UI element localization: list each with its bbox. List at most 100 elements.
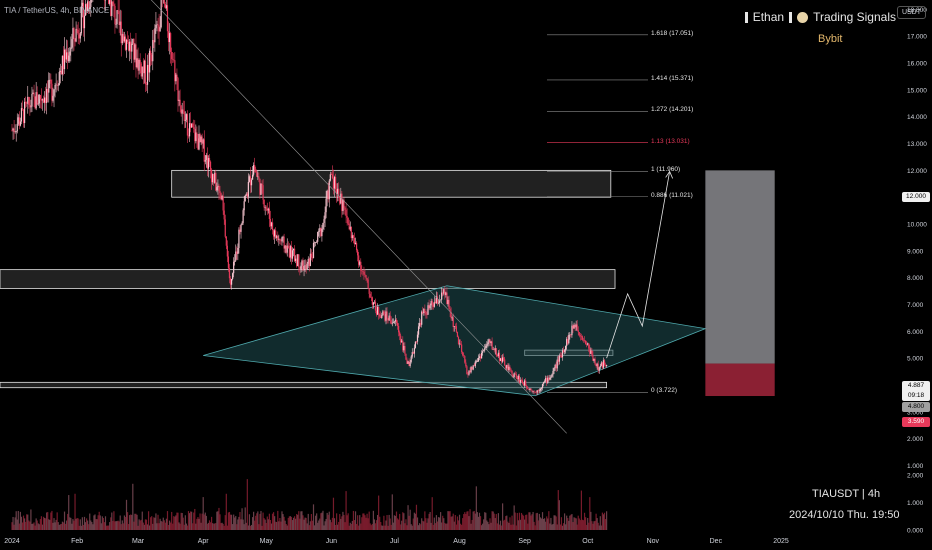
symbol-title[interactable]: TIA / TetherUS, 4h, BINANCE bbox=[4, 6, 110, 15]
candle-body bbox=[269, 218, 272, 227]
candle-body bbox=[51, 83, 53, 101]
candle-body bbox=[80, 6, 82, 34]
candle-body bbox=[400, 335, 402, 343]
volume-bar bbox=[217, 511, 219, 530]
candle-body bbox=[15, 131, 17, 132]
candle-body bbox=[258, 176, 260, 179]
candle-body bbox=[185, 114, 187, 120]
candle-body bbox=[57, 85, 59, 86]
candle-body bbox=[433, 301, 435, 307]
volume-bar bbox=[376, 514, 379, 530]
volume-bar bbox=[281, 511, 283, 530]
candle-body bbox=[249, 176, 252, 186]
candle-body bbox=[39, 94, 41, 100]
position-tool[interactable] bbox=[705, 170, 775, 397]
candle-body bbox=[354, 242, 357, 244]
volume-bar bbox=[218, 507, 220, 530]
candle-body bbox=[308, 258, 310, 266]
volume-bar bbox=[39, 519, 41, 530]
candle-body bbox=[581, 336, 584, 340]
volume-bar bbox=[201, 513, 203, 530]
candle-body bbox=[394, 319, 397, 322]
volume-bar bbox=[283, 516, 285, 530]
candle-body bbox=[227, 256, 230, 269]
volume-bar bbox=[557, 490, 559, 530]
candle-body bbox=[187, 135, 190, 137]
candle-body bbox=[281, 237, 283, 242]
volume-bar bbox=[402, 512, 404, 530]
candle-body bbox=[562, 350, 565, 352]
volume-bar bbox=[17, 510, 19, 530]
volume-bar bbox=[309, 521, 311, 530]
volume-bar bbox=[567, 518, 569, 530]
candle-body bbox=[577, 330, 579, 333]
volume-bar bbox=[566, 515, 568, 530]
candle-body bbox=[517, 375, 519, 380]
volume-bar bbox=[422, 520, 424, 530]
volume-bar bbox=[149, 525, 151, 530]
volume-bar bbox=[350, 524, 352, 530]
currency-button[interactable]: USDT bbox=[896, 6, 926, 19]
volume-bar bbox=[477, 516, 480, 530]
volume-bar bbox=[480, 525, 483, 530]
volume-bar bbox=[463, 514, 465, 530]
candle-body bbox=[167, 31, 170, 43]
candle-countdown: 09:18 bbox=[907, 392, 925, 399]
candle-body bbox=[347, 217, 349, 224]
volume-bar bbox=[315, 515, 317, 530]
candle-body bbox=[436, 296, 439, 304]
volume-bar bbox=[441, 522, 443, 530]
candle-body bbox=[421, 311, 423, 325]
volume-bar bbox=[329, 519, 331, 530]
candle-body bbox=[42, 99, 45, 103]
candle-body bbox=[181, 109, 183, 114]
volume-bar bbox=[466, 511, 468, 530]
volume-bar bbox=[537, 520, 539, 530]
candle-body bbox=[565, 345, 567, 351]
volume-bar bbox=[365, 517, 367, 530]
y-tick-label: 2.000 bbox=[907, 436, 924, 443]
volume-bar bbox=[497, 513, 500, 530]
candle-body bbox=[449, 308, 451, 312]
candle-body bbox=[425, 312, 427, 315]
volume-bar bbox=[57, 522, 59, 530]
candle-body bbox=[583, 340, 586, 341]
candle-body bbox=[574, 324, 576, 328]
volume-bar bbox=[325, 518, 327, 530]
time-axis[interactable]: 2024 Feb Mar Apr May Jun Jul Aug Sep Oct Nov Dec 202… bbox=[4, 538, 789, 545]
volume-bar bbox=[99, 515, 101, 530]
volume-bar bbox=[136, 514, 138, 530]
candle-body bbox=[411, 352, 413, 357]
y-tick-label: 3.000 bbox=[907, 409, 924, 416]
candle-body bbox=[372, 302, 374, 305]
volume-bar bbox=[338, 521, 340, 530]
volume-bar bbox=[42, 516, 45, 530]
candle-body bbox=[234, 260, 236, 262]
volume-bar bbox=[558, 500, 560, 530]
volume-bar bbox=[408, 515, 410, 530]
volume-bar bbox=[277, 510, 279, 530]
volume-bar bbox=[327, 514, 329, 530]
volume-bar bbox=[173, 516, 175, 530]
volume-bar bbox=[448, 511, 450, 530]
candle-body bbox=[434, 301, 436, 304]
volume-bar bbox=[54, 522, 56, 530]
candle-body bbox=[248, 176, 251, 182]
volume-bar bbox=[15, 511, 17, 530]
volume-bar bbox=[254, 520, 256, 530]
candle-body bbox=[197, 138, 199, 150]
candle-body bbox=[154, 28, 156, 43]
price-axis[interactable]: 1.0002.0003.0004.0005.0006.0007.0008.000… bbox=[907, 7, 927, 535]
candle-body bbox=[338, 188, 340, 198]
candle-body bbox=[332, 178, 335, 189]
candle-body bbox=[286, 245, 288, 253]
candle-body bbox=[236, 251, 238, 254]
volume-bar bbox=[592, 523, 594, 530]
candle-body bbox=[561, 350, 564, 358]
volume-bar bbox=[308, 525, 310, 530]
y-tick-label: 8.000 bbox=[907, 275, 924, 282]
candle-body bbox=[568, 335, 570, 344]
volume-bar bbox=[43, 517, 46, 530]
volume-bar bbox=[137, 525, 139, 530]
